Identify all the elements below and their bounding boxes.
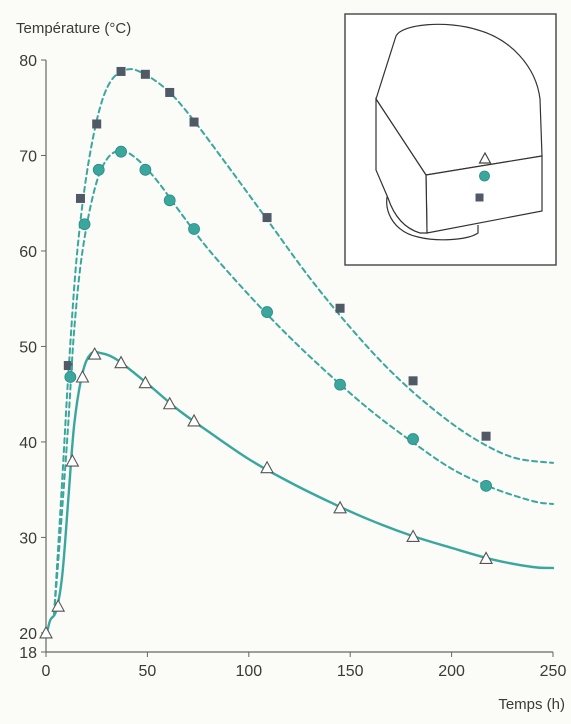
data-point-circle bbox=[163, 194, 176, 207]
inset-diagram bbox=[344, 13, 557, 266]
x-tick-label: 0 bbox=[42, 663, 51, 680]
data-point-circle bbox=[407, 433, 419, 445]
y-tick-label: 80 bbox=[19, 53, 37, 70]
data-point-circle bbox=[480, 479, 492, 492]
data-point-square bbox=[75, 193, 85, 203]
data-point-triangle bbox=[187, 413, 201, 427]
data-point-circle bbox=[92, 163, 105, 176]
data-point-circle bbox=[334, 378, 346, 391]
x-tick-label: 200 bbox=[438, 663, 465, 680]
x-tick-label: 50 bbox=[139, 663, 157, 680]
data-point-triangle bbox=[138, 375, 153, 389]
data-point-square bbox=[262, 213, 272, 223]
data-point-square bbox=[116, 66, 126, 76]
axes: 18 20 30 40 50 60 70 80 0 50 100 150 200 250 bbox=[19, 53, 566, 680]
y-tick-label: 18 bbox=[19, 645, 37, 662]
data-point-triangle bbox=[75, 369, 90, 383]
data-point-square bbox=[481, 431, 491, 441]
data-point-square bbox=[63, 361, 73, 371]
x-ticks: 0 50 100 150 200 250 bbox=[42, 652, 567, 680]
data-point-square bbox=[189, 117, 199, 127]
inset-block-top bbox=[375, 23, 543, 176]
series-triangle bbox=[39, 346, 555, 639]
series-square bbox=[53, 66, 554, 615]
inset-circle-marker bbox=[479, 170, 490, 182]
data-point-square bbox=[335, 303, 345, 313]
data-point-triangle bbox=[406, 529, 420, 543]
y-tick-label: 60 bbox=[19, 244, 37, 261]
y-axis-title: Température (°C) bbox=[16, 20, 131, 37]
y-ticks: 18 20 30 40 50 60 70 80 bbox=[19, 53, 46, 662]
y-tick-label: 40 bbox=[19, 435, 37, 452]
y-tick-label: 20 bbox=[19, 626, 37, 643]
data-point-square bbox=[92, 119, 102, 129]
data-point-triangle bbox=[87, 346, 102, 360]
y-tick-label: 70 bbox=[19, 148, 37, 165]
data-point-circle bbox=[139, 163, 152, 176]
x-tick-label: 250 bbox=[540, 663, 567, 680]
series-line-triangle bbox=[44, 350, 555, 639]
data-point-triangle bbox=[333, 500, 347, 514]
series bbox=[39, 66, 555, 639]
data-point-square bbox=[140, 69, 150, 79]
data-point-circle bbox=[78, 218, 91, 231]
x-tick-label: 100 bbox=[235, 663, 262, 680]
x-axis-title: Temps (h) bbox=[498, 696, 565, 713]
inset-block-left-face bbox=[375, 96, 428, 234]
data-point-triangle bbox=[65, 453, 80, 467]
y-tick-label: 50 bbox=[19, 339, 37, 356]
inset-square-marker bbox=[475, 193, 484, 202]
data-point-triangle bbox=[51, 599, 66, 612]
data-point-triangle bbox=[39, 625, 53, 639]
series-circle bbox=[53, 145, 554, 615]
data-point-square bbox=[408, 376, 418, 386]
data-point-circle bbox=[261, 306, 273, 318]
data-point-triangle bbox=[114, 355, 128, 369]
x-tick-label: 150 bbox=[337, 663, 364, 680]
data-point-triangle bbox=[479, 551, 494, 564]
data-point-triangle bbox=[260, 460, 274, 474]
data-point-triangle bbox=[162, 396, 177, 410]
y-tick-label: 30 bbox=[19, 530, 37, 547]
data-point-circle bbox=[115, 145, 127, 158]
inset-triangle-marker bbox=[478, 151, 492, 164]
data-point-square bbox=[165, 87, 175, 97]
data-point-circle bbox=[64, 371, 77, 383]
data-point-circle bbox=[188, 223, 200, 235]
